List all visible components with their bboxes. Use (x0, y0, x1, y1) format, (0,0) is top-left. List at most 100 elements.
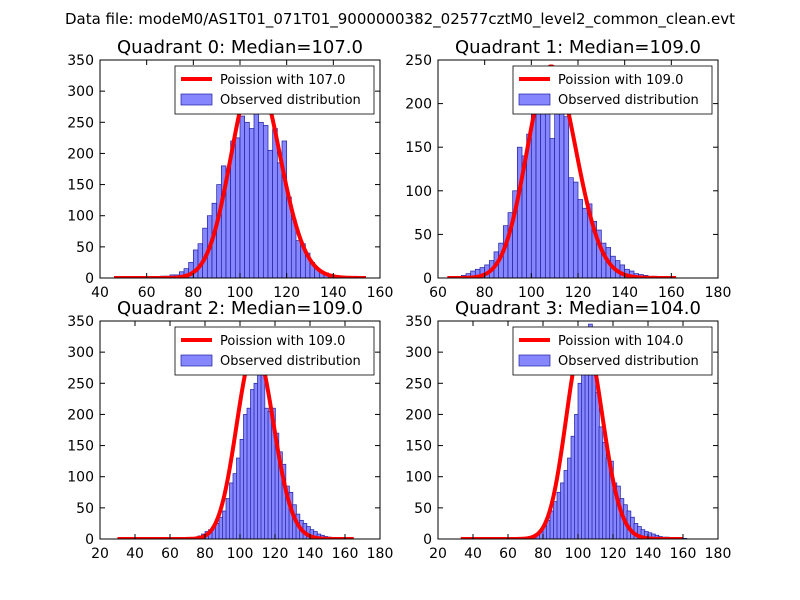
legend: Poission with 109.0 Observed distribution (513, 66, 712, 114)
histogram-bar (569, 178, 574, 278)
y-tick-label: 200 (405, 97, 432, 113)
y-tick-label: 100 (67, 470, 94, 486)
y-tick-label: 0 (85, 532, 94, 548)
figure-suptitle: Data file: modeM0/AS1T01_071T01_90000003… (65, 10, 735, 29)
histogram-bar (559, 108, 564, 278)
legend-label-poisson: Poission with 104.0 (558, 334, 683, 349)
x-tick-label: 180 (705, 285, 732, 301)
x-tick-label: 120 (600, 546, 627, 562)
subplot-title: Quadrant 3: Median=104.0 (455, 298, 701, 319)
x-tick-label: 80 (196, 546, 214, 562)
y-tick-label: 150 (67, 178, 94, 194)
subplot-1: Quadrant 1: Median=109.0 60 80 100 120 140 160… (405, 37, 731, 301)
x-tick-label: 40 (91, 285, 109, 301)
histogram-bar (240, 116, 245, 278)
x-tick-label: 20 (91, 546, 109, 562)
x-tick-label: 180 (705, 546, 732, 562)
histogram-bar (296, 241, 301, 278)
y-tick-label: 250 (67, 376, 94, 392)
y-tick-label: 50 (414, 227, 432, 243)
y-tick-label: 350 (405, 314, 432, 330)
subplot-3: Quadrant 3: Median=104.0 20 40 60 80 100 120 14… (405, 298, 731, 562)
y-tick-label: 300 (405, 345, 432, 361)
legend-label-poisson: Poission with 107.0 (220, 73, 345, 88)
y-tick-label: 250 (405, 53, 432, 69)
y-tick-label: 250 (67, 115, 94, 131)
x-tick-label: 180 (367, 546, 394, 562)
legend-bar-swatch (519, 355, 550, 366)
x-tick-label: 60 (161, 546, 179, 562)
subplot-title: Quadrant 0: Median=107.0 (117, 37, 363, 58)
y-tick-label: 150 (405, 439, 432, 455)
subplot-grid: Quadrant 0: Median=107.0 40 60 80 100 120 140 1… (67, 37, 731, 562)
histogram-bar (235, 138, 240, 278)
histogram-bar (536, 104, 541, 278)
x-tick-label: 160 (367, 285, 394, 301)
y-tick-label: 250 (405, 376, 432, 392)
figure: Data file: modeM0/AS1T01_071T01_90000003… (0, 0, 800, 600)
subplot-0: Quadrant 0: Median=107.0 40 60 80 100 120 140 1… (67, 37, 393, 301)
legend-bar-swatch (181, 94, 212, 105)
x-tick-label: 20 (429, 546, 447, 562)
histogram-bar (263, 125, 268, 278)
legend: Poission with 104.0 Observed distribution (513, 327, 712, 375)
x-tick-label: 140 (297, 546, 324, 562)
y-tick-label: 350 (67, 53, 94, 69)
histogram-bar (573, 182, 578, 278)
histogram-bar (517, 147, 522, 278)
x-tick-label: 40 (464, 546, 482, 562)
y-tick-label: 0 (423, 271, 432, 287)
histogram-bar (254, 91, 259, 278)
x-tick-label: 140 (635, 546, 662, 562)
y-tick-label: 200 (67, 407, 94, 423)
x-tick-label: 120 (262, 546, 289, 562)
legend-label-observed: Observed distribution (220, 93, 361, 108)
subplot-title: Quadrant 1: Median=109.0 (455, 37, 701, 58)
histogram-bar (249, 129, 254, 278)
y-tick-label: 200 (67, 146, 94, 162)
x-tick-label: 160 (332, 546, 359, 562)
histogram-bar (245, 122, 250, 278)
x-tick-label: 160 (670, 546, 697, 562)
y-tick-label: 150 (405, 140, 432, 156)
histogram-bar (564, 117, 569, 278)
legend: Poission with 107.0 Observed distribution (175, 66, 374, 114)
y-tick-label: 100 (67, 209, 94, 225)
legend-bar-swatch (519, 94, 550, 105)
histogram-bar (555, 108, 560, 278)
histogram-bar (550, 138, 555, 278)
legend-label-poisson: Poission with 109.0 (558, 73, 683, 88)
y-tick-label: 0 (85, 271, 94, 287)
y-tick-label: 300 (67, 84, 94, 100)
legend-label-observed: Observed distribution (220, 354, 361, 369)
x-tick-label: 100 (227, 546, 254, 562)
legend-label-poisson: Poission with 109.0 (220, 334, 345, 349)
y-tick-label: 350 (67, 314, 94, 330)
x-tick-label: 60 (499, 546, 517, 562)
histogram-bar (583, 208, 588, 278)
y-tick-label: 300 (67, 345, 94, 361)
y-tick-label: 150 (67, 439, 94, 455)
x-tick-label: 100 (565, 546, 592, 562)
histogram-bar (277, 163, 282, 278)
legend: Poission with 109.0 Observed distribution (175, 327, 374, 375)
x-tick-label: 40 (126, 546, 144, 562)
histogram-bar (259, 122, 264, 278)
histogram-bar (578, 200, 583, 278)
histogram-bar (273, 129, 278, 278)
subplot-2: Quadrant 2: Median=109.0 20 40 60 80 100 120 14… (67, 298, 393, 562)
y-tick-label: 0 (423, 532, 432, 548)
legend-bar-swatch (181, 355, 212, 366)
y-tick-label: 100 (405, 470, 432, 486)
x-tick-label: 80 (534, 546, 552, 562)
histogram-bar (268, 150, 273, 278)
histogram-bar (541, 99, 546, 278)
y-tick-label: 50 (414, 501, 432, 517)
subplot-title: Quadrant 2: Median=109.0 (117, 298, 363, 319)
y-tick-label: 50 (76, 240, 94, 256)
y-tick-label: 100 (405, 184, 432, 200)
y-tick-label: 50 (76, 501, 94, 517)
y-tick-label: 200 (405, 407, 432, 423)
legend-label-observed: Observed distribution (558, 93, 699, 108)
legend-label-observed: Observed distribution (558, 354, 699, 369)
